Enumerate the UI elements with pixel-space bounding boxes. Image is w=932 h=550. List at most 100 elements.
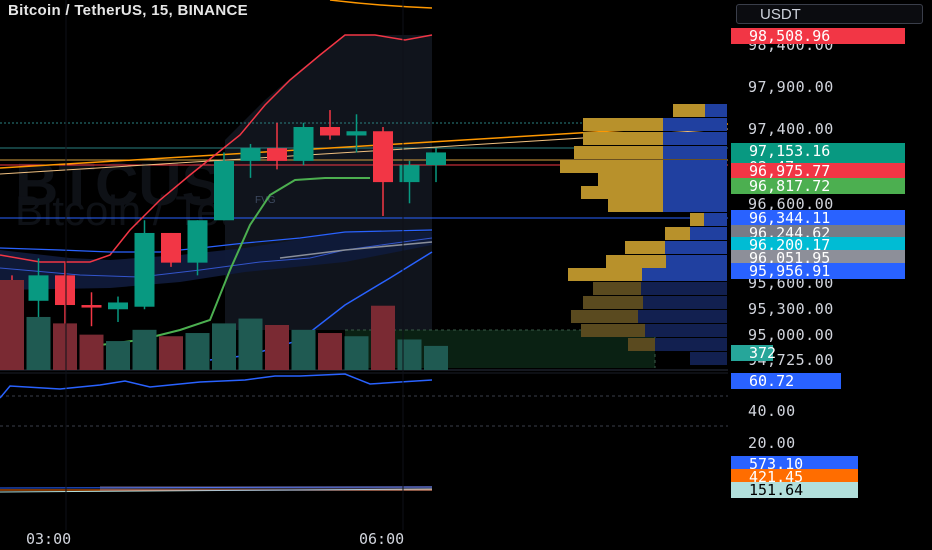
vp-row — [663, 146, 727, 159]
volume-bar — [132, 329, 157, 370]
vp-row — [690, 227, 727, 240]
vp-row — [663, 160, 727, 173]
vp-row — [568, 268, 642, 281]
candle-body[interactable] — [161, 232, 181, 263]
osc-tag-blue: 573.10 — [731, 456, 858, 472]
volume-profile — [560, 104, 727, 365]
ma-orange-fragment — [329, 0, 433, 9]
volume-bar — [159, 336, 183, 370]
vp-row — [641, 282, 727, 295]
currency-selector[interactable]: USDT — [736, 4, 923, 24]
vp-row — [665, 227, 690, 240]
price-tag-last: 97,153.16 — [731, 143, 905, 159]
vp-row — [608, 199, 663, 212]
candle-body[interactable] — [240, 148, 261, 161]
vp-row — [705, 104, 727, 117]
vp-row — [655, 338, 727, 351]
vp-row — [665, 241, 727, 254]
price-tag-blue-1: 96,344.11 — [731, 210, 905, 226]
vp-row — [690, 352, 727, 365]
vp-row — [642, 268, 727, 281]
candle-body[interactable] — [399, 165, 420, 183]
osc-tag-mint: 151.64 — [731, 482, 858, 498]
osc-histogram — [100, 486, 432, 491]
volume-bar — [26, 316, 51, 370]
vp-row — [663, 186, 727, 199]
candle-body[interactable] — [373, 131, 393, 183]
vp-row — [581, 186, 663, 199]
vp-row — [583, 132, 663, 145]
rsi-value-tag: 60.72 — [731, 373, 841, 389]
vp-row — [571, 310, 638, 323]
vp-row — [598, 173, 663, 186]
vp-row — [628, 338, 655, 351]
candle-body[interactable] — [214, 160, 234, 221]
time-axis-label: 03:00 — [26, 530, 72, 548]
volume-bar — [79, 334, 104, 370]
vp-row — [638, 310, 727, 323]
currency-label: USDT — [760, 5, 801, 23]
candle-body[interactable] — [346, 131, 367, 136]
vp-row — [663, 199, 727, 212]
volume-bar — [424, 345, 448, 370]
candle-body[interactable] — [187, 220, 208, 263]
rsi-axis-label: 40.00 — [748, 402, 796, 420]
volume-tag: 372 — [731, 345, 776, 361]
candle-body[interactable] — [320, 127, 340, 136]
vp-row — [663, 132, 727, 145]
vp-row — [663, 118, 727, 131]
vp-row — [643, 296, 727, 309]
vp-row — [704, 213, 727, 226]
candle-body[interactable] — [81, 305, 102, 308]
vp-row — [663, 173, 727, 186]
price-tag-cyan: 96,200.17 — [731, 237, 905, 253]
candle-body[interactable] — [108, 302, 128, 310]
volume-bar — [212, 323, 236, 370]
price-axis-label: 97,400.00 — [748, 120, 834, 138]
price-axis-label: 95,000.00 — [748, 326, 834, 344]
vp-row — [666, 255, 727, 268]
chart-title[interactable]: Bitcoin / TetherUS, 15, BINANCE — [8, 2, 248, 19]
envelope-upper-line — [0, 34, 433, 263]
candle-body[interactable] — [293, 127, 314, 161]
rsi-axis-label: 20.00 — [748, 434, 796, 452]
price-axis-label: 95,300.00 — [748, 300, 834, 318]
price-tag-blue-2: 95,956.91 — [731, 263, 905, 279]
vp-row — [583, 118, 663, 131]
osc-tag-orange: 421.45 — [731, 469, 858, 485]
volume-bar — [185, 333, 210, 370]
candle-body[interactable] — [426, 152, 446, 166]
vp-row — [593, 282, 641, 295]
vp-row — [690, 213, 704, 226]
volume-bar — [371, 305, 395, 370]
volume-bar — [53, 323, 77, 370]
vp-row — [606, 255, 666, 268]
candle-body[interactable] — [267, 148, 287, 161]
volume-bar — [397, 339, 422, 370]
price-axis-label: 96,600.00 — [748, 195, 834, 213]
vp-row — [583, 296, 643, 309]
price-tag-high: 98,508.96 — [731, 28, 905, 44]
volume-bar — [344, 336, 369, 370]
trend-line-orange — [0, 123, 729, 169]
candle-body[interactable] — [28, 275, 49, 301]
time-axis-label: 06:00 — [359, 530, 405, 548]
price-tag-red: 96,975.77 — [731, 163, 905, 179]
rsi-line — [0, 373, 433, 399]
candle-body[interactable] — [134, 232, 155, 307]
vp-row — [673, 104, 705, 117]
candle-body[interactable] — [55, 275, 75, 306]
vp-row — [574, 146, 663, 159]
volume-bar — [291, 329, 316, 370]
volume-bar — [238, 318, 263, 370]
volume-bars-group — [0, 280, 448, 370]
volume-bar — [318, 333, 342, 370]
price-tag-grey-2: 96,051.95 — [731, 250, 905, 266]
volume-bar — [0, 280, 24, 370]
vp-row — [560, 160, 663, 173]
osc-line-2 — [0, 488, 433, 493]
osc-line-1 — [0, 486, 433, 489]
price-tag-green: 96,817.72 — [731, 178, 905, 194]
